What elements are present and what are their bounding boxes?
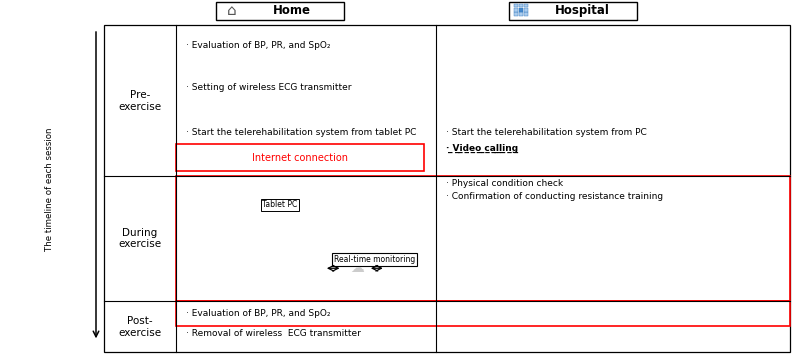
Bar [514, 12, 518, 16]
Text: Hospital: Hospital [555, 4, 610, 17]
Bar [514, 4, 518, 7]
Text: · Physical condition check: · Physical condition check [446, 179, 563, 188]
Text: ☁: ☁ [350, 261, 365, 275]
Bar [524, 8, 528, 12]
Bar [176, 176, 790, 301]
Bar [519, 12, 523, 16]
Bar [176, 301, 790, 326]
Bar [216, 2, 344, 20]
Text: · Setting of wireless ECG transmitter: · Setting of wireless ECG transmitter [186, 83, 352, 91]
Text: ⌂: ⌂ [227, 3, 237, 19]
Text: · Evaluation of BP, PR, and SpO₂: · Evaluation of BP, PR, and SpO₂ [186, 41, 331, 50]
Text: Home: Home [273, 4, 311, 17]
Bar [514, 8, 518, 12]
Text: · Removal of wireless  ECG transmitter: · Removal of wireless ECG transmitter [186, 329, 362, 338]
Text: Real-time monitoring: Real-time monitoring [334, 255, 415, 264]
Text: Tablet PC: Tablet PC [262, 200, 298, 209]
Bar [519, 8, 523, 12]
Text: · Start the telerehabilitation system from PC: · Start the telerehabilitation system fr… [446, 129, 647, 137]
Bar [104, 25, 790, 352]
Text: Internet connection: Internet connection [252, 152, 348, 163]
Text: Post-
exercise: Post- exercise [118, 316, 162, 338]
Text: During
exercise: During exercise [118, 228, 162, 249]
Bar [524, 12, 528, 16]
Bar [519, 4, 523, 7]
Text: Pre-
exercise: Pre- exercise [118, 90, 162, 111]
Bar [509, 2, 637, 20]
Text: · ̲V̲i̲d̲e̲o̲ ̲c̲a̲l̲l̲i̲n̲g̲: · ̲V̲i̲d̲e̲o̲ ̲c̲a̲l̲l̲i̲n̲g̲ [446, 143, 518, 153]
Text: · Start the telerehabilitation system from tablet PC: · Start the telerehabilitation system fr… [186, 129, 417, 137]
Text: · Evaluation of BP, PR, and SpO₂: · Evaluation of BP, PR, and SpO₂ [186, 310, 331, 318]
Bar [524, 4, 528, 7]
Bar [176, 144, 424, 171]
Text: The timeline of each session: The timeline of each session [45, 127, 54, 250]
Text: · Confirmation of conducting resistance training: · Confirmation of conducting resistance … [446, 192, 663, 201]
